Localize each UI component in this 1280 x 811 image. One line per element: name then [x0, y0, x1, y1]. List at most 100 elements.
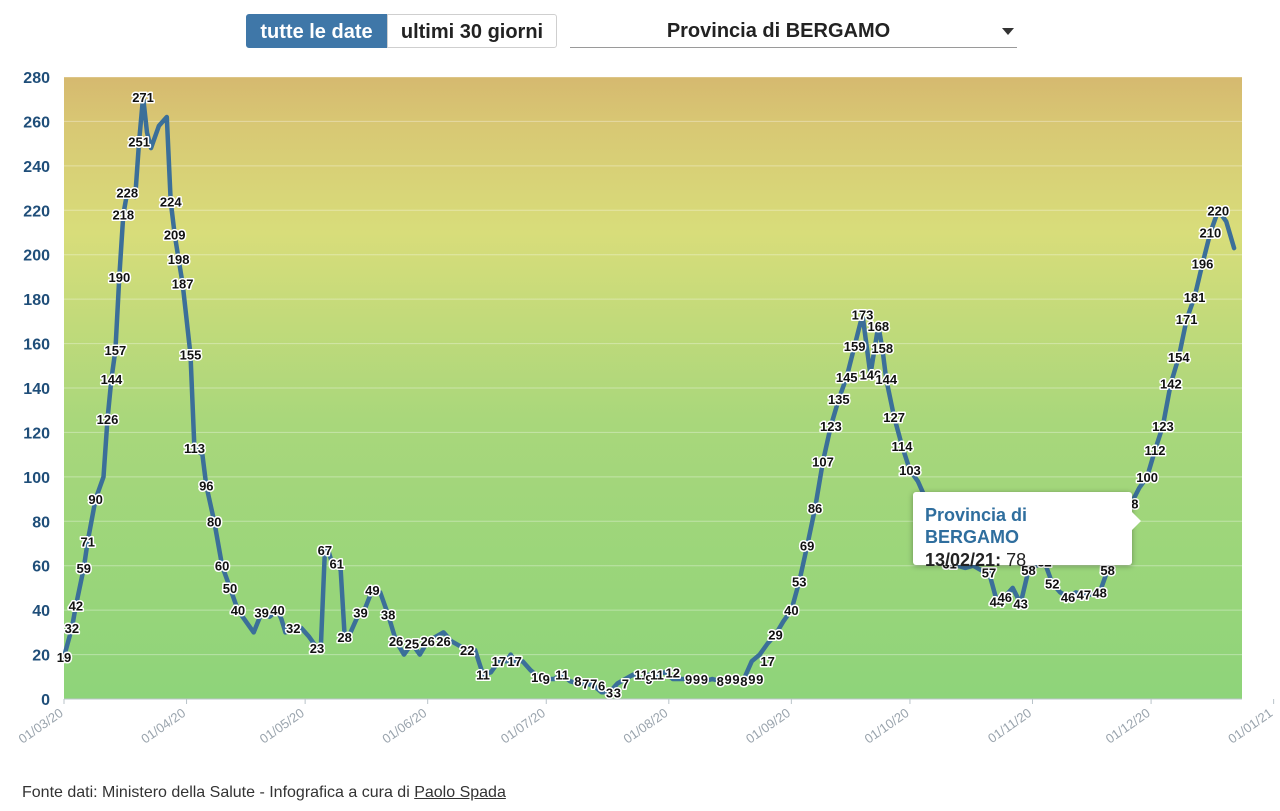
data-label: 71 [80, 534, 94, 549]
data-label: 17 [507, 654, 521, 669]
y-tick-label: 280 [23, 70, 50, 87]
x-axis: 01/03/20 01/04/20 01/05/20 01/06/20 01/07/20… [16, 699, 1275, 746]
tooltip-value: 78 [1006, 550, 1027, 570]
data-label: 171 [1176, 312, 1198, 327]
tooltip-date: 13/02/21: [925, 550, 1002, 570]
data-label: 39 [353, 605, 367, 620]
data-label: 25 [405, 636, 419, 651]
last-30-days-button[interactable]: ultimi 30 giorni [387, 14, 557, 48]
data-label: 9 [645, 672, 652, 687]
y-tick-label: 200 [23, 248, 50, 265]
data-label: 187 [172, 277, 194, 292]
data-label: 61 [330, 556, 344, 571]
y-tick-label: 120 [23, 425, 50, 442]
data-label: 44 [990, 594, 1005, 609]
data-label: 10 [531, 670, 545, 685]
data-label: 47 [1077, 588, 1091, 603]
data-label: 53 [792, 574, 806, 589]
data-label: 38 [381, 608, 395, 623]
data-label: 9 [748, 672, 755, 687]
data-label: 107 [812, 454, 834, 469]
all-dates-button[interactable]: tutte le date [246, 14, 387, 48]
x-tick-label: 01/06/20 [379, 705, 429, 746]
data-label: 32 [65, 621, 79, 636]
x-tick-label: 01/03/20 [16, 705, 66, 746]
data-label: 86 [808, 501, 822, 516]
data-label: 6 [598, 679, 605, 694]
y-tick-label: 20 [32, 648, 50, 665]
data-label: 43 [1013, 596, 1027, 611]
y-tick-label: 80 [32, 514, 50, 531]
data-label: 11 [476, 668, 490, 683]
data-label: 42 [69, 599, 83, 614]
footer-author-link[interactable]: Paolo Spada [414, 784, 506, 801]
data-label: 7 [622, 676, 629, 691]
data-label: 29 [768, 628, 782, 643]
data-label: 271 [132, 90, 154, 105]
data-label: 90 [88, 492, 102, 507]
data-label: 135 [828, 392, 850, 407]
data-label: 144 [101, 372, 123, 387]
data-label: 173 [852, 308, 874, 323]
data-label: 22 [460, 643, 474, 658]
data-label: 46 [1061, 590, 1075, 605]
data-label: 17 [760, 654, 774, 669]
data-label: 12 [666, 665, 680, 680]
toolbar: tutte le date ultimi 30 giorni Provincia… [0, 14, 1280, 50]
data-label: 48 [1092, 585, 1106, 600]
province-select[interactable]: Provincia di BERGAMO [570, 14, 1017, 48]
y-tick-label: 140 [23, 381, 50, 398]
chevron-down-icon [1002, 28, 1014, 35]
y-tick-label: 40 [32, 603, 50, 620]
data-label: 3 [614, 685, 621, 700]
data-label: 3 [606, 685, 613, 700]
data-label: 145 [836, 370, 858, 385]
data-label: 11 [555, 668, 569, 683]
data-label: 251 [128, 134, 150, 149]
x-tick-label: 01/01/21 [1225, 705, 1275, 746]
data-label: 198 [168, 252, 190, 267]
data-label: 8 [574, 674, 581, 689]
data-label: 19 [57, 650, 71, 665]
data-label: 190 [108, 270, 130, 285]
y-tick-label: 0 [41, 692, 50, 709]
data-label: 52 [1045, 576, 1059, 591]
province-select-value: Provincia di BERGAMO [666, 20, 891, 42]
data-label: 40 [270, 603, 284, 618]
data-label: 126 [97, 412, 119, 427]
series-line-path [61, 94, 1237, 695]
data-label: 9 [685, 672, 692, 687]
data-label: 67 [318, 543, 332, 558]
data-label: 23 [310, 641, 324, 656]
data-label: 60 [215, 559, 229, 574]
data-label: 9 [756, 672, 763, 687]
data-label: 58 [1021, 563, 1035, 578]
x-tick-label: 01/12/20 [1103, 705, 1153, 746]
data-label: 26 [389, 634, 403, 649]
data-label: 113 [184, 441, 205, 456]
data-label: 123 [1152, 419, 1174, 434]
data-label: 144 [875, 372, 897, 387]
data-label: 142 [1160, 377, 1182, 392]
data-label: 209 [164, 228, 186, 243]
data-label: 9 [701, 672, 708, 687]
x-tick-label: 01/11/20 [985, 705, 1034, 746]
data-label: 210 [1200, 226, 1222, 241]
y-tick-label: 240 [23, 159, 50, 176]
data-label: 9 [693, 672, 700, 687]
data-label: 39 [254, 605, 268, 620]
data-label: 9 [732, 672, 739, 687]
data-label: 224 [160, 194, 182, 209]
data-label: 9 [543, 672, 550, 687]
series-line [61, 94, 1237, 695]
y-tick-label: 100 [23, 470, 50, 487]
data-label: 17 [492, 654, 506, 669]
y-axis: 0 20 40 60 80 100 120 140 160 180 200 220 240 260 280 [23, 70, 50, 709]
data-label: 123 [820, 419, 842, 434]
data-label: 146 [860, 368, 882, 383]
data-label: 59 [77, 561, 91, 576]
data-label: 103 [899, 463, 921, 478]
data-label: 228 [116, 186, 138, 201]
data-label: 8 [717, 674, 724, 689]
x-tick-label: 01/09/20 [743, 705, 793, 746]
